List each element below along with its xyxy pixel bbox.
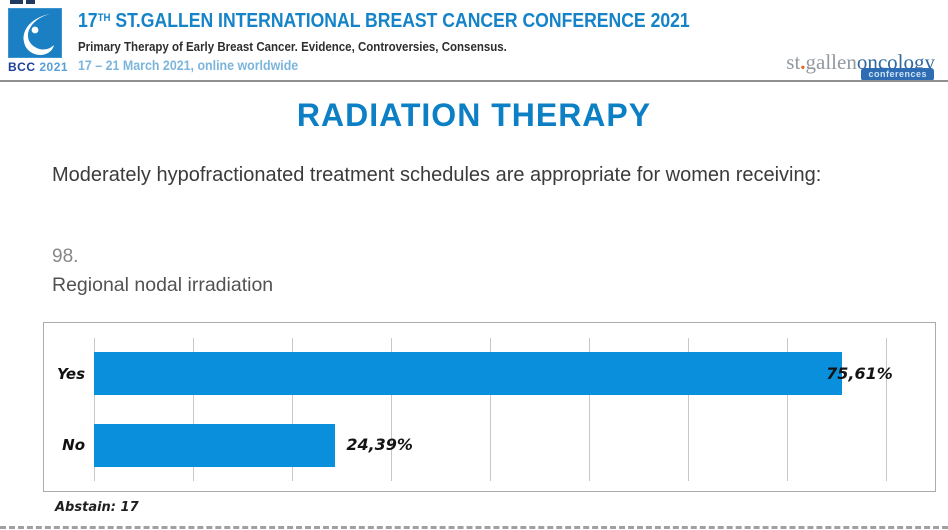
- category-label-no: No: [62, 436, 85, 455]
- conference-dates: 17 – 21 March 2021, online worldwide: [78, 58, 299, 73]
- question-text: Moderately hypofractionated treatment sc…: [52, 164, 822, 186]
- bcc-logo: [8, 8, 62, 58]
- gridline: [588, 338, 590, 481]
- header-divider: [0, 80, 948, 82]
- org-logo-conferences-badge: conferences: [861, 68, 934, 81]
- gridline: [192, 338, 194, 481]
- conference-subtitle: Primary Therapy of Early Breast Cancer. …: [78, 40, 507, 54]
- bar-no: [94, 423, 336, 467]
- category-labels: Yes No: [44, 338, 94, 481]
- bar-yes: [94, 352, 843, 396]
- header-text-block: 17TH ST.GALLEN INTERNATIONAL BREAST CANC…: [78, 10, 773, 73]
- bar-value-label: 75,61%: [826, 363, 893, 383]
- gridline: [786, 338, 788, 481]
- gridline: [885, 338, 887, 481]
- org-logo-st: st: [786, 50, 801, 74]
- plot-area: 75,61% 24,39%: [94, 338, 935, 481]
- gridline: [94, 338, 95, 481]
- question-number: 98.: [52, 246, 79, 267]
- bcc-acronym: BCC: [8, 60, 36, 74]
- category-label-yes: Yes: [56, 364, 85, 383]
- question-item: Regional nodal irradiation: [52, 274, 274, 296]
- poll-bar-chart: Yes No 75,61% 24,39%: [43, 322, 936, 492]
- gridline: [489, 338, 491, 481]
- bottom-dashed-divider: [0, 526, 948, 529]
- conference-ordinal: TH: [97, 12, 111, 24]
- top-edge-artifact: [10, 0, 23, 4]
- conference-number: 17: [78, 10, 98, 32]
- org-logo-gallen: gallen: [805, 50, 857, 74]
- conference-title-text: ST.GALLEN INTERNATIONAL BREAST CANCER CO…: [110, 10, 690, 32]
- abstain-note: Abstain: 17: [55, 500, 139, 515]
- bcc-year: 2021: [39, 60, 69, 74]
- gridline: [390, 338, 392, 481]
- conference-title: 17TH ST.GALLEN INTERNATIONAL BREAST CANC…: [78, 10, 690, 33]
- bcc-logo-caption: BCC 2021: [8, 60, 68, 74]
- page-title: RADIATION THERAPY: [296, 97, 652, 133]
- top-edge-artifact: [26, 0, 35, 4]
- gridline: [687, 338, 689, 481]
- swan-icon: [9, 14, 63, 63]
- bar-value-label: 24,39%: [346, 435, 413, 455]
- gridline: [291, 338, 293, 481]
- bar-row: 24,39%: [94, 410, 935, 482]
- bar-row: 75,61%: [94, 338, 935, 410]
- org-logo-dot: .: [800, 50, 806, 74]
